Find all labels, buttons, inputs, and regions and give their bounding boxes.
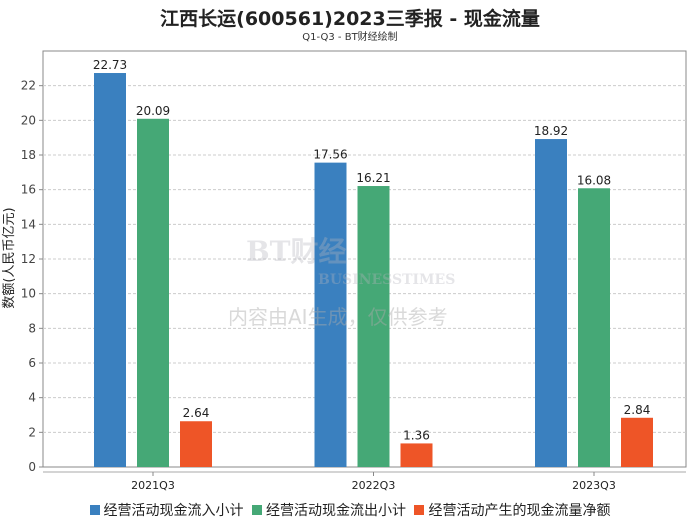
data-label: 20.09 (136, 104, 170, 118)
x-tick-label: 2022Q3 (352, 479, 396, 492)
y-tick-label: 22 (21, 79, 36, 93)
data-label: 16.08 (577, 173, 611, 187)
legend-swatch (252, 505, 262, 515)
y-tick-label: 20 (21, 113, 36, 127)
legend-label: 经营活动产生的现金流量净额 (428, 503, 611, 519)
y-tick-label: 10 (21, 287, 36, 301)
y-tick-label: 6 (28, 356, 36, 370)
bar (357, 186, 390, 467)
data-label: 22.73 (93, 58, 127, 72)
bar (400, 443, 433, 467)
y-tick-label: 16 (21, 183, 36, 197)
y-tick-label: 4 (28, 391, 36, 405)
x-tick-label: 2023Q3 (572, 479, 616, 492)
legend-swatch (414, 505, 425, 515)
bar (578, 188, 610, 467)
legend: 经营活动现金流入小计 经营活动现金流出小计 经营活动产生的现金流量净额 (0, 500, 700, 520)
y-tick-label: 2 (28, 425, 36, 439)
watermark-logo: BT财经 (246, 235, 347, 268)
data-label: 17.56 (313, 148, 347, 162)
data-label: 18.92 (534, 124, 568, 138)
data-label: 2.84 (624, 403, 651, 417)
bar (621, 417, 653, 467)
chart-subtitle: Q1-Q3 - BT财经绘制 (302, 32, 398, 43)
legend-label: 经营活动现金流入小计 (103, 503, 244, 519)
y-tick-label: 18 (21, 148, 36, 162)
y-tick-label: 8 (28, 321, 36, 335)
y-tick-label: 14 (21, 217, 36, 231)
bar (314, 162, 347, 468)
bar (137, 118, 169, 468)
legend-item-inflow[interactable]: 经营活动现金流入小计 (89, 500, 244, 520)
x-tick-label: 2021Q3 (131, 479, 175, 492)
bar (535, 139, 567, 467)
data-label: 16.21 (356, 171, 390, 185)
legend-item-net[interactable]: 经营活动产生的现金流量净额 (414, 500, 610, 520)
y-tick-label: 0 (28, 460, 36, 474)
bar (180, 421, 212, 467)
watermark-logo-sub: BUSINESSTIMES (318, 272, 456, 288)
watermark-notice: 内容由AI生成，仅供参考 (228, 305, 448, 329)
y-tick-label: 12 (21, 252, 36, 266)
legend-swatch (89, 505, 100, 515)
chart-title: 江西长运(600561)2023三季报 - 现金流量 (160, 8, 540, 30)
bar (94, 73, 126, 467)
legend-label: 经营活动现金流出小计 (266, 503, 406, 519)
legend-item-outflow[interactable]: 经营活动现金流出小计 (252, 500, 406, 520)
data-label: 1.36 (403, 428, 430, 442)
data-label: 2.64 (183, 406, 210, 420)
